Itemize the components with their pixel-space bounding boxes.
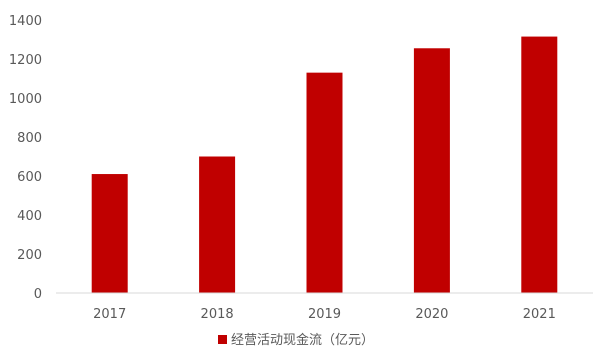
bar-2018 (199, 156, 236, 293)
y-tick-label: 400 (17, 209, 42, 224)
legend: 经营活动现金流（亿元） (218, 332, 374, 348)
bars (91, 36, 558, 294)
y-tick-label: 1200 (9, 53, 42, 68)
bar-2019 (306, 72, 343, 294)
y-axis-ticks: 0 200 400 600 800 1000 1200 1400 (9, 14, 42, 302)
x-tick-label: 2018 (201, 307, 234, 322)
x-tick-label: 2019 (308, 307, 341, 322)
x-tick-label: 2021 (523, 307, 556, 322)
y-tick-label: 0 (34, 287, 42, 302)
y-tick-label: 800 (17, 131, 42, 146)
bar-2017 (91, 174, 128, 293)
x-axis-ticks: 2017 2018 2019 2020 2021 (93, 307, 556, 322)
legend-swatch (218, 335, 227, 344)
y-tick-label: 200 (17, 248, 42, 263)
y-tick-label: 1000 (9, 92, 42, 107)
y-tick-label: 600 (17, 170, 42, 185)
y-tick-label: 1400 (9, 14, 42, 29)
legend-label: 经营活动现金流（亿元） (231, 332, 374, 348)
x-tick-label: 2017 (93, 307, 126, 322)
bar-2021 (521, 36, 558, 293)
x-tick-label: 2020 (415, 307, 448, 322)
bar-2020 (413, 48, 450, 294)
